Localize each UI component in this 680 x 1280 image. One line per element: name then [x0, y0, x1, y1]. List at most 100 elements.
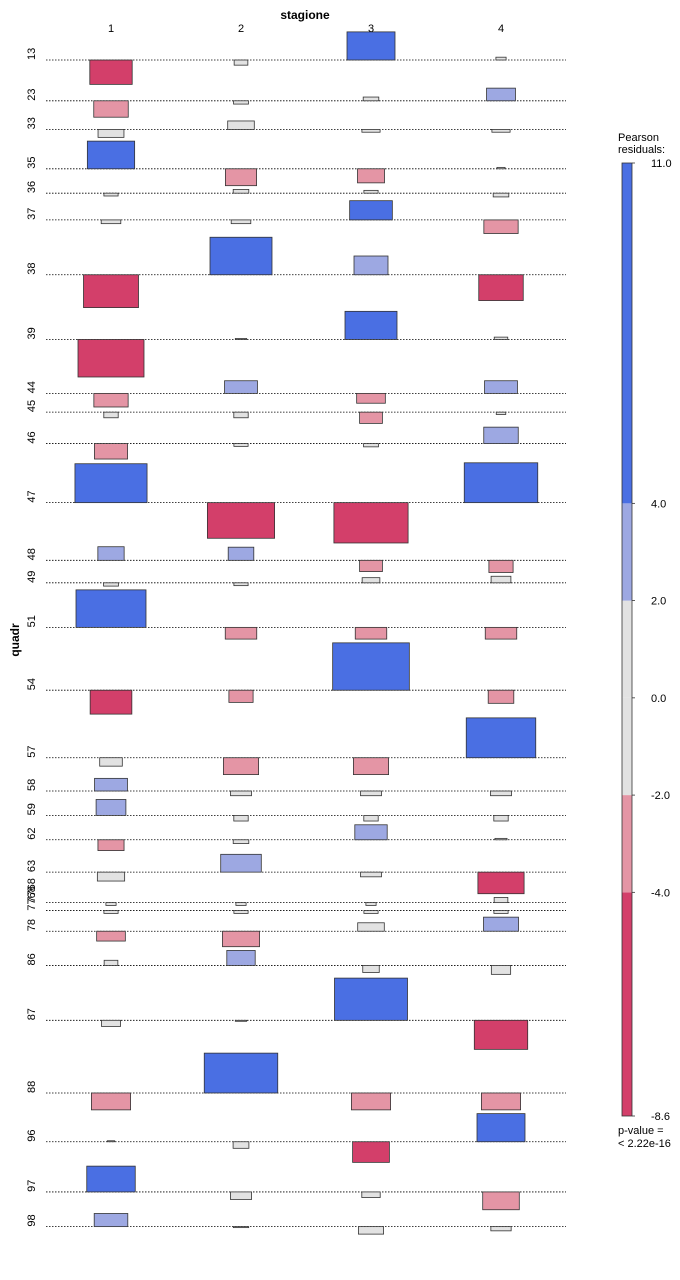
- legend-tick-label: 4.0: [651, 498, 666, 510]
- residual-bar: [332, 642, 410, 691]
- column-label: 2: [238, 23, 244, 35]
- residual-bar: [227, 546, 255, 561]
- row-45: 45: [26, 400, 566, 424]
- legend-title-line2: residuals:: [618, 144, 665, 156]
- residual-bar: [233, 582, 249, 587]
- residual-bar: [483, 916, 519, 932]
- row-87: 87: [26, 977, 566, 1050]
- residual-bar: [490, 790, 512, 797]
- residual-bar: [106, 1140, 116, 1143]
- row-label: 86: [26, 953, 38, 965]
- residual-bar: [97, 546, 125, 561]
- residual-bar: [494, 837, 508, 841]
- legend-tick-label: -4.0: [651, 887, 670, 899]
- row-label: 7768: [26, 878, 38, 902]
- legend: Pearson residuals: 11.0 4.0 2.0 0.0 -2.0 -4.0…: [618, 132, 672, 1150]
- residual-bar: [363, 910, 379, 914]
- residual-bar: [232, 839, 250, 844]
- legend-frame: [621, 162, 633, 1117]
- residual-bar: [233, 815, 249, 822]
- row-86: 86: [26, 950, 566, 975]
- residual-bar: [361, 577, 381, 584]
- residual-bar: [96, 930, 126, 942]
- row-78: 78: [26, 916, 566, 948]
- legend-tick-label: 2.0: [651, 596, 666, 608]
- residual-bar: [490, 575, 512, 584]
- residual-bar: [493, 910, 509, 914]
- row-label: 23: [26, 89, 38, 101]
- y-axis-label: quadr: [8, 623, 22, 657]
- row-47: 47: [26, 462, 566, 544]
- residual-bar: [232, 189, 250, 194]
- residual-bar: [103, 582, 119, 587]
- residual-bar: [99, 757, 123, 767]
- residual-bar: [235, 902, 247, 906]
- residual-bar: [233, 59, 249, 66]
- legend-segment: [622, 163, 632, 504]
- legend-tick-label: 0.0: [651, 693, 666, 705]
- residual-bar: [477, 871, 525, 895]
- row-label: 78: [26, 919, 38, 931]
- residual-bar: [496, 166, 506, 170]
- residual-bar: [484, 626, 518, 640]
- residual-bar: [365, 902, 377, 906]
- residual-bar: [473, 1019, 529, 1050]
- row-label: 13: [26, 48, 38, 60]
- residual-bar: [224, 380, 258, 394]
- residual-bar: [234, 1019, 248, 1022]
- residual-bar: [360, 871, 382, 878]
- row-label: 47: [26, 490, 38, 502]
- residual-bar: [103, 910, 119, 914]
- residual-bar: [356, 392, 386, 404]
- row-63: 63: [26, 853, 566, 895]
- residual-bar: [101, 1019, 121, 1027]
- row-label: 44: [26, 381, 38, 393]
- residual-bar: [100, 219, 122, 225]
- residual-bar: [361, 129, 381, 133]
- row-13: 13: [26, 31, 566, 85]
- residual-bar: [74, 463, 148, 504]
- residual-bar: [495, 56, 507, 61]
- residual-bar: [478, 274, 524, 301]
- residual-bar: [333, 502, 409, 544]
- residual-bar: [350, 1092, 391, 1111]
- residual-bar: [229, 1191, 252, 1200]
- legend-color-bar: [621, 162, 633, 1117]
- row-label: 96: [26, 1130, 38, 1142]
- row-label: 46: [26, 431, 38, 443]
- residual-bar: [94, 443, 128, 460]
- residual-bar: [222, 757, 259, 776]
- row-44: 44: [26, 380, 566, 408]
- residual-bar: [361, 1191, 381, 1198]
- residual-bar: [89, 59, 133, 85]
- residual-bar: [487, 689, 515, 704]
- row-33: 33: [26, 117, 566, 138]
- residual-bar: [93, 100, 129, 118]
- residual-bar: [362, 96, 380, 102]
- residual-bar: [86, 140, 136, 170]
- residual-bar: [465, 717, 537, 759]
- residual-bar: [490, 965, 512, 975]
- residual-bar: [334, 977, 408, 1021]
- row-label: 62: [26, 828, 38, 840]
- row-label: 48: [26, 548, 38, 560]
- legend-title-line1: Pearson: [618, 132, 659, 144]
- row-97: 97: [26, 1165, 566, 1211]
- residual-bar: [230, 219, 252, 225]
- legend-ticks: 11.0 4.0 2.0 0.0 -2.0 -4.0 -8.6: [632, 158, 672, 1123]
- residual-bar: [93, 1213, 129, 1228]
- row-label: 57: [26, 745, 38, 757]
- residual-bar: [357, 168, 385, 184]
- row-54: 54: [26, 642, 566, 715]
- residual-bar: [493, 336, 509, 340]
- residual-bar: [354, 626, 388, 640]
- residual-bar: [493, 815, 509, 822]
- legend-tick-label: 11.0: [651, 158, 672, 170]
- column-label: 3: [368, 23, 374, 35]
- row-label: 38: [26, 263, 38, 275]
- residual-bar: [96, 871, 126, 882]
- residual-bar: [89, 689, 133, 715]
- residual-bar: [359, 559, 383, 572]
- residual-bar: [344, 310, 398, 340]
- legend-segment: [622, 795, 632, 893]
